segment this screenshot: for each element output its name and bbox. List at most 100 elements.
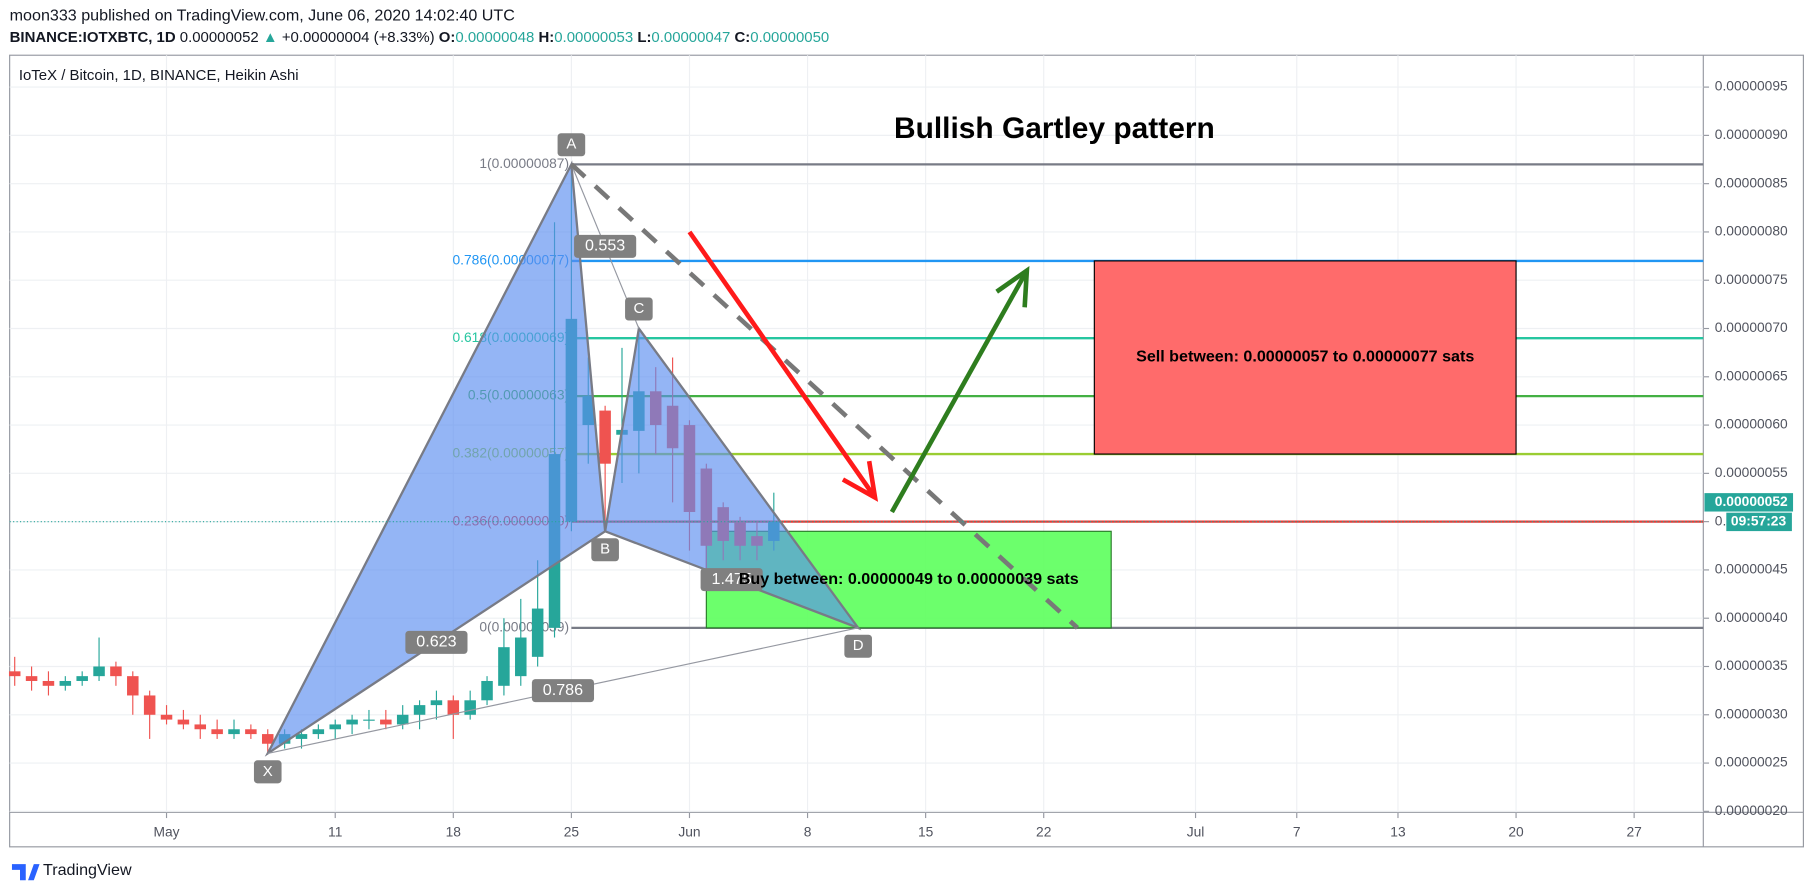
point-label: D: [853, 637, 864, 654]
candle-body: [177, 719, 190, 725]
candle-body: [380, 719, 392, 725]
candle-body: [498, 647, 510, 686]
candle-body: [430, 700, 443, 706]
point-box: [625, 297, 653, 321]
zone: [1093, 260, 1517, 455]
price-tag-label: 0.00000052: [1715, 494, 1788, 509]
x-tick-label: 8: [804, 825, 812, 840]
ratio-box: [531, 679, 595, 703]
candle-body: [396, 714, 409, 725]
candle-body: [464, 700, 476, 715]
candle-body: [329, 724, 341, 730]
y-tick-label: 0.00000065: [1715, 368, 1788, 383]
o-label: O:: [439, 29, 456, 46]
symbol-line: BINANCE:IOTXBTC, 1D 0.00000052 ▲ +0.0000…: [10, 29, 830, 46]
ratio-label: 0.553: [585, 237, 625, 255]
legend: IoTeX / Bitcoin, 1D, BINANCE, Heikin Ash…: [19, 67, 299, 84]
h-label: H:: [538, 29, 554, 46]
price: 0.00000052: [180, 29, 259, 46]
ratio-box: [700, 568, 763, 592]
arrow: [687, 230, 877, 499]
y-tick-label: 0.00000060: [1715, 417, 1788, 432]
zone-label: Sell between: 0.00000057 to 0.00000077 s…: [1136, 348, 1474, 366]
countdown-tag: [1726, 512, 1792, 532]
point-label: A: [566, 136, 576, 153]
symbol: BINANCE:IOTXBTC, 1D: [10, 29, 176, 46]
candle-body: [42, 680, 55, 686]
fib-label: 0(0.00000039): [479, 620, 569, 635]
plot: 0.00000020 0.00000025 0.00000030 0.00000035…: [8, 55, 1794, 840]
ratio-label: 0.623: [416, 633, 456, 651]
y-tick-label: 0.00000075: [1715, 272, 1788, 287]
ratio-box: [574, 234, 637, 258]
candle-body: [194, 724, 207, 730]
c-value: 0.00000050: [750, 29, 829, 46]
y-tick-label: 0.00000090: [1715, 127, 1788, 142]
ratio-box: [405, 630, 468, 654]
x-tick-label: 20: [1508, 825, 1524, 840]
x-tick-label: 11: [328, 825, 342, 840]
candle-body: [261, 734, 274, 744]
candle-body: [413, 705, 426, 715]
candle-body: [59, 680, 72, 686]
x-tick-label: 22: [1036, 825, 1051, 840]
candle-body: [8, 671, 21, 677]
y-tick-label: 0.00000080: [1715, 224, 1788, 239]
x-tick-label: 7: [1293, 825, 1301, 840]
x-tick-label: Jul: [1187, 825, 1205, 840]
candle-body: [515, 637, 527, 677]
x-tick-label: Jun: [678, 825, 700, 840]
candle-body: [481, 680, 493, 701]
candle-body: [245, 729, 257, 735]
candle-body: [531, 608, 544, 657]
candle-body: [143, 695, 156, 715]
y-tick-label: 0.00000040: [1715, 610, 1788, 625]
point-label: X: [263, 763, 273, 780]
point-box: [591, 538, 619, 562]
y-tick-label: 0.00000025: [1715, 755, 1788, 770]
candle-body: [211, 729, 223, 735]
frame: [9, 54, 1804, 848]
chart-title: Bullish Gartley pattern: [894, 112, 1215, 145]
candle-body: [76, 676, 88, 681]
candle-body: [228, 729, 240, 735]
candle-body: [93, 666, 105, 677]
l-label: L:: [637, 29, 651, 46]
l-value: 0.00000047: [651, 29, 730, 46]
h-value: 0.00000053: [554, 29, 633, 46]
candle-body: [346, 719, 358, 725]
y-tick-label: 0.00000055: [1715, 465, 1788, 480]
candle-body: [295, 734, 308, 739]
point-label: C: [633, 300, 644, 317]
candle-body: [312, 729, 325, 735]
candle-body: [25, 676, 38, 681]
arrow: ▲: [263, 29, 278, 46]
x-tick-label: May: [153, 825, 179, 840]
brand: TradingView: [43, 861, 132, 879]
y-tick-label: 0.00000035: [1715, 658, 1788, 673]
y-tick-label: 0.00000070: [1715, 320, 1788, 335]
x-tick-label: 15: [918, 825, 934, 840]
y-tick-label: 0.00000020: [1715, 803, 1788, 818]
candle-body: [447, 700, 460, 715]
y-tick-label: 0.00000085: [1715, 175, 1788, 190]
fib-label: 1(0.00000087): [479, 156, 569, 171]
countdown: 09:57:23: [1731, 514, 1787, 529]
ratio-label: 1.475: [712, 570, 752, 588]
candle-body: [599, 410, 611, 464]
zone-label: Buy between: 0.00000049 to 0.00000039 sa…: [739, 570, 1079, 588]
arrow: [889, 269, 1029, 514]
y-tick-label: 0.00000095: [1715, 79, 1788, 94]
candle-body: [160, 714, 173, 720]
change: +0.00000004 (+8.33%): [282, 29, 435, 46]
candle-body: [110, 666, 122, 677]
price-tag: [1704, 493, 1794, 512]
candle-body: [363, 719, 375, 721]
point-box: [253, 760, 282, 784]
x-tick-label: 27: [1626, 825, 1641, 840]
candle-body: [127, 676, 139, 696]
point-label: B: [600, 541, 610, 558]
publish-info: moon333 published on TradingView.com, Ju…: [10, 6, 516, 24]
y-tick-label: 0.00000045: [1715, 562, 1788, 577]
